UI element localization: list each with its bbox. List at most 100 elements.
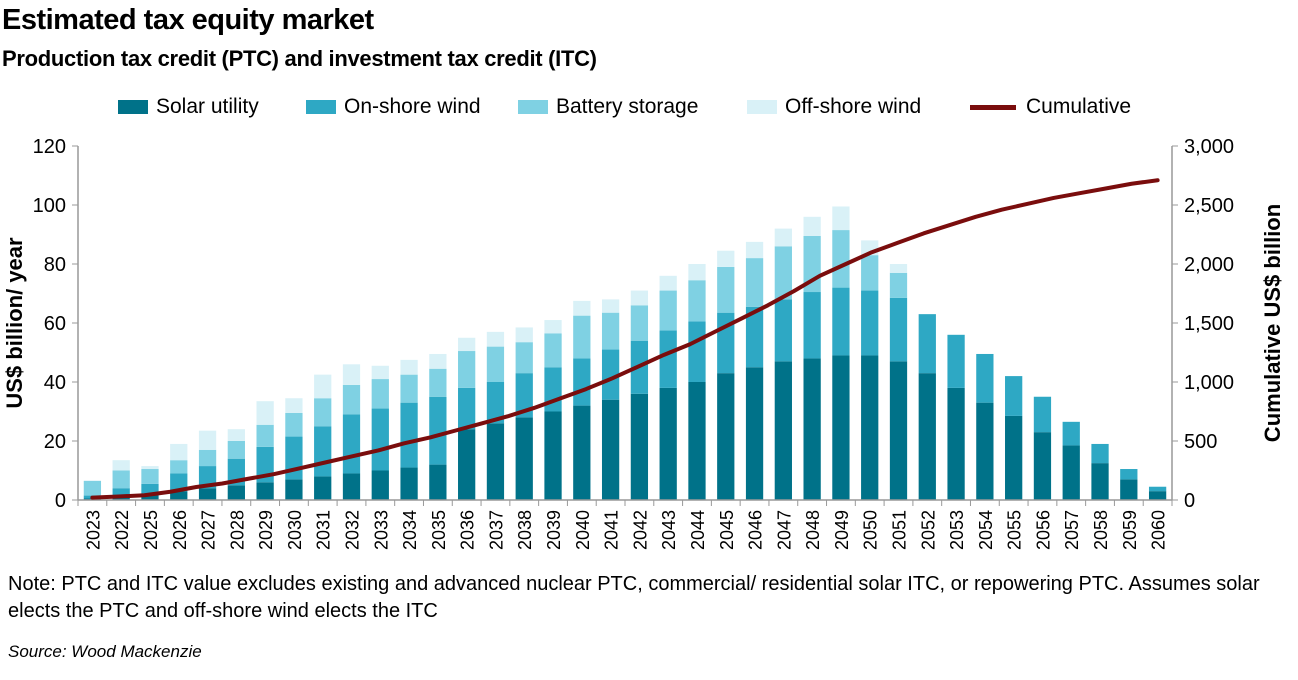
bar-offshore-wind-2032: [342, 364, 361, 385]
bar-battery-storage-2036: [458, 351, 476, 388]
bar-battery-storage-2039: [544, 333, 562, 368]
x-tick-label-2030: 2030: [285, 510, 305, 550]
x-tick-label-2050: 2050: [861, 510, 881, 550]
x-tick-label-2055: 2055: [1005, 510, 1025, 550]
x-tick-label-2044: 2044: [688, 510, 708, 550]
bar-onshore-wind-2026: [170, 473, 188, 492]
y-left-tick-label: 100: [33, 195, 66, 217]
y-left-tick-label: 40: [44, 372, 66, 394]
bar-battery-storage-2042: [630, 305, 649, 341]
x-tick-label-2029: 2029: [256, 510, 276, 550]
bar-offshore-wind-2035: [429, 353, 447, 369]
legend-item-cumulative: Cumulative: [970, 92, 1131, 122]
bar-offshore-wind-2037: [486, 331, 505, 347]
bar-solar-utility-2051: [889, 361, 908, 500]
bar-solar-utility-2048: [803, 358, 821, 500]
bar-onshore-wind-2049: [832, 287, 850, 356]
legend-label-solar-utility: Solar utility: [156, 95, 259, 118]
bar-solar-utility-2041: [601, 399, 620, 500]
y-right-tick-label: 1,000: [1184, 372, 1234, 394]
bars-group: [83, 206, 1167, 501]
x-tick-label-2026: 2026: [170, 510, 190, 550]
bar-solar-utility-2043: [659, 387, 677, 500]
bar-onshore-wind-2043: [659, 330, 677, 388]
bar-onshore-wind-2031: [314, 426, 332, 477]
chart-title: Estimated tax equity market: [2, 4, 374, 36]
bar-offshore-wind-2030: [285, 398, 303, 413]
y-right-tick-label: 2,000: [1184, 254, 1234, 276]
bar-solar-utility-2026: [170, 491, 188, 500]
bar-battery-storage-2030: [285, 412, 303, 437]
x-tick-label-2037: 2037: [486, 510, 506, 550]
bar-solar-utility-2053: [947, 387, 965, 500]
bar-onshore-wind-2058: [1091, 443, 1109, 464]
bar-onshore-wind-2032: [342, 414, 361, 474]
bar-offshore-wind-2040: [573, 300, 591, 316]
y-right-tick-label: 2,500: [1184, 195, 1234, 217]
bar-solar-utility-2046: [745, 367, 764, 500]
bar-offshore-wind-2042: [630, 290, 649, 306]
legend-swatch-offshore-wind: [747, 100, 777, 114]
x-tick-label-2039: 2039: [544, 510, 564, 550]
x-tick-label-2022: 2022: [112, 510, 132, 550]
x-tick-label-2042: 2042: [630, 510, 650, 550]
bar-battery-storage-2049: [832, 230, 850, 288]
bar-solar-utility-2056: [1033, 432, 1052, 500]
bar-battery-storage-2047: [774, 246, 792, 300]
bar-offshore-wind-2046: [745, 241, 764, 259]
bar-battery-storage-2023: [83, 480, 102, 496]
bar-offshore-wind-2028: [227, 429, 245, 441]
bar-battery-storage-2029: [256, 424, 274, 447]
bar-solar-utility-2052: [918, 373, 936, 500]
legend-label-offshore-wind: Off-shore wind: [785, 95, 922, 118]
bar-offshore-wind-2038: [515, 327, 533, 343]
bar-solar-utility-2036: [458, 429, 476, 500]
x-tick-label-2028: 2028: [227, 510, 247, 550]
bar-battery-storage-2035: [429, 368, 447, 397]
bar-solar-utility-2054: [976, 402, 994, 500]
x-tick-label-2038: 2038: [515, 510, 535, 550]
bar-battery-storage-2040: [573, 315, 591, 359]
bar-solar-utility-2049: [832, 355, 850, 500]
bar-onshore-wind-2033: [371, 408, 389, 471]
bar-solar-utility-2025: [141, 494, 159, 500]
chart-note: Note: PTC and ITC value excludes existin…: [8, 573, 1260, 622]
bar-offshore-wind-2022: [112, 460, 130, 471]
x-tick-label-2052: 2052: [918, 510, 938, 550]
bar-onshore-wind-2060: [1148, 486, 1167, 492]
bar-solar-utility-2031: [314, 476, 332, 500]
bar-onshore-wind-2056: [1033, 396, 1052, 433]
bar-solar-utility-2047: [774, 361, 792, 500]
bar-battery-storage-2026: [170, 460, 188, 474]
bar-onshore-wind-2044: [688, 321, 706, 382]
x-tick-label-2041: 2041: [602, 510, 622, 550]
x-tick-label-2057: 2057: [1062, 510, 1082, 550]
bar-solar-utility-2042: [630, 393, 649, 500]
bar-battery-storage-2041: [601, 312, 620, 350]
bar-solar-utility-2028: [227, 485, 245, 500]
x-tick-label-2043: 2043: [659, 510, 679, 550]
bar-offshore-wind-2043: [659, 275, 677, 291]
bar-onshore-wind-2048: [803, 292, 821, 359]
legend-item-battery-storage: Battery storage: [518, 92, 698, 122]
bar-onshore-wind-2034: [400, 402, 418, 468]
bar-solar-utility-2035: [429, 464, 447, 500]
y-right-tick-label: 500: [1184, 431, 1217, 453]
bar-solar-utility-2030: [285, 479, 303, 500]
bar-offshore-wind-2031: [314, 374, 332, 399]
bar-offshore-wind-2039: [544, 320, 562, 334]
bar-solar-utility-2040: [573, 405, 591, 500]
bar-onshore-wind-2035: [429, 396, 447, 465]
bar-solar-utility-2038: [515, 417, 533, 500]
chart-plot: 02040608010012005001,0001,5002,0002,5003…: [2, 136, 1285, 550]
legend-swatch-battery-storage: [518, 100, 548, 114]
bar-offshore-wind-2044: [688, 264, 706, 281]
x-tick-label-2053: 2053: [947, 510, 967, 550]
x-tick-label-2056: 2056: [1033, 510, 1053, 550]
bar-offshore-wind-2048: [803, 216, 821, 236]
chart-subtitle: Production tax credit (PTC) and investme…: [2, 46, 597, 71]
bar-onshore-wind-2053: [947, 334, 965, 388]
legend-item-offshore-wind: Off-shore wind: [747, 92, 921, 122]
bar-offshore-wind-2047: [774, 228, 792, 247]
bar-battery-storage-2033: [371, 379, 389, 409]
